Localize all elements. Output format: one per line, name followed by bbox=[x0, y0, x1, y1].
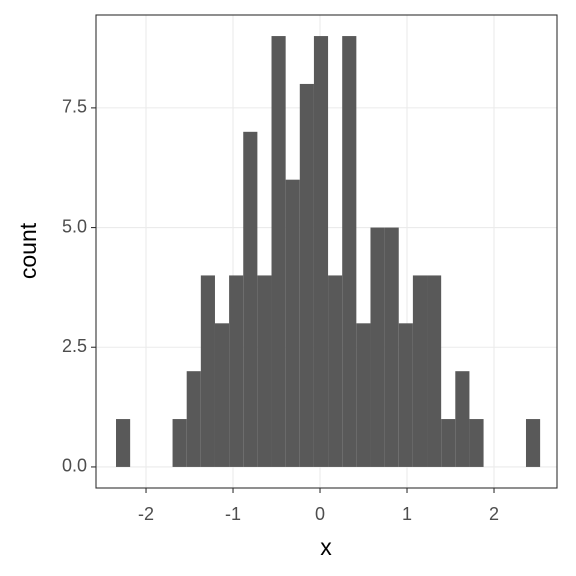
bar bbox=[427, 275, 442, 467]
bar bbox=[299, 83, 314, 467]
x-tick-label: -2 bbox=[138, 504, 154, 524]
bar bbox=[313, 36, 329, 467]
y-tick-label: 0.0 bbox=[62, 456, 87, 476]
bar bbox=[257, 275, 272, 467]
bar bbox=[200, 275, 215, 467]
bar bbox=[455, 371, 470, 467]
bar bbox=[214, 323, 230, 467]
y-tick-label: 5.0 bbox=[62, 216, 87, 236]
bar bbox=[412, 275, 428, 467]
y-tick-label: 2.5 bbox=[62, 336, 87, 356]
x-tick-label: 0 bbox=[315, 504, 325, 524]
bar bbox=[469, 419, 484, 467]
bar bbox=[328, 275, 343, 467]
bar bbox=[116, 419, 131, 467]
panel-border bbox=[95, 14, 558, 489]
bar bbox=[441, 419, 456, 467]
bar bbox=[356, 323, 371, 467]
x-tick-label: 2 bbox=[489, 504, 499, 524]
bar bbox=[525, 419, 541, 467]
bar bbox=[243, 131, 258, 467]
bar bbox=[370, 227, 385, 467]
y-axis-title: count bbox=[15, 222, 41, 279]
x-axis-title: x bbox=[320, 534, 332, 560]
bar bbox=[285, 179, 300, 467]
bar bbox=[172, 419, 187, 467]
x-tick-label: 1 bbox=[402, 504, 412, 524]
bar bbox=[384, 227, 399, 467]
bar bbox=[229, 275, 244, 467]
y-tick-label: 7.5 bbox=[62, 97, 87, 117]
bar bbox=[271, 36, 286, 467]
bar bbox=[186, 371, 201, 467]
bar bbox=[398, 323, 413, 467]
bar bbox=[342, 36, 357, 467]
x-tick-label: -1 bbox=[225, 504, 241, 524]
